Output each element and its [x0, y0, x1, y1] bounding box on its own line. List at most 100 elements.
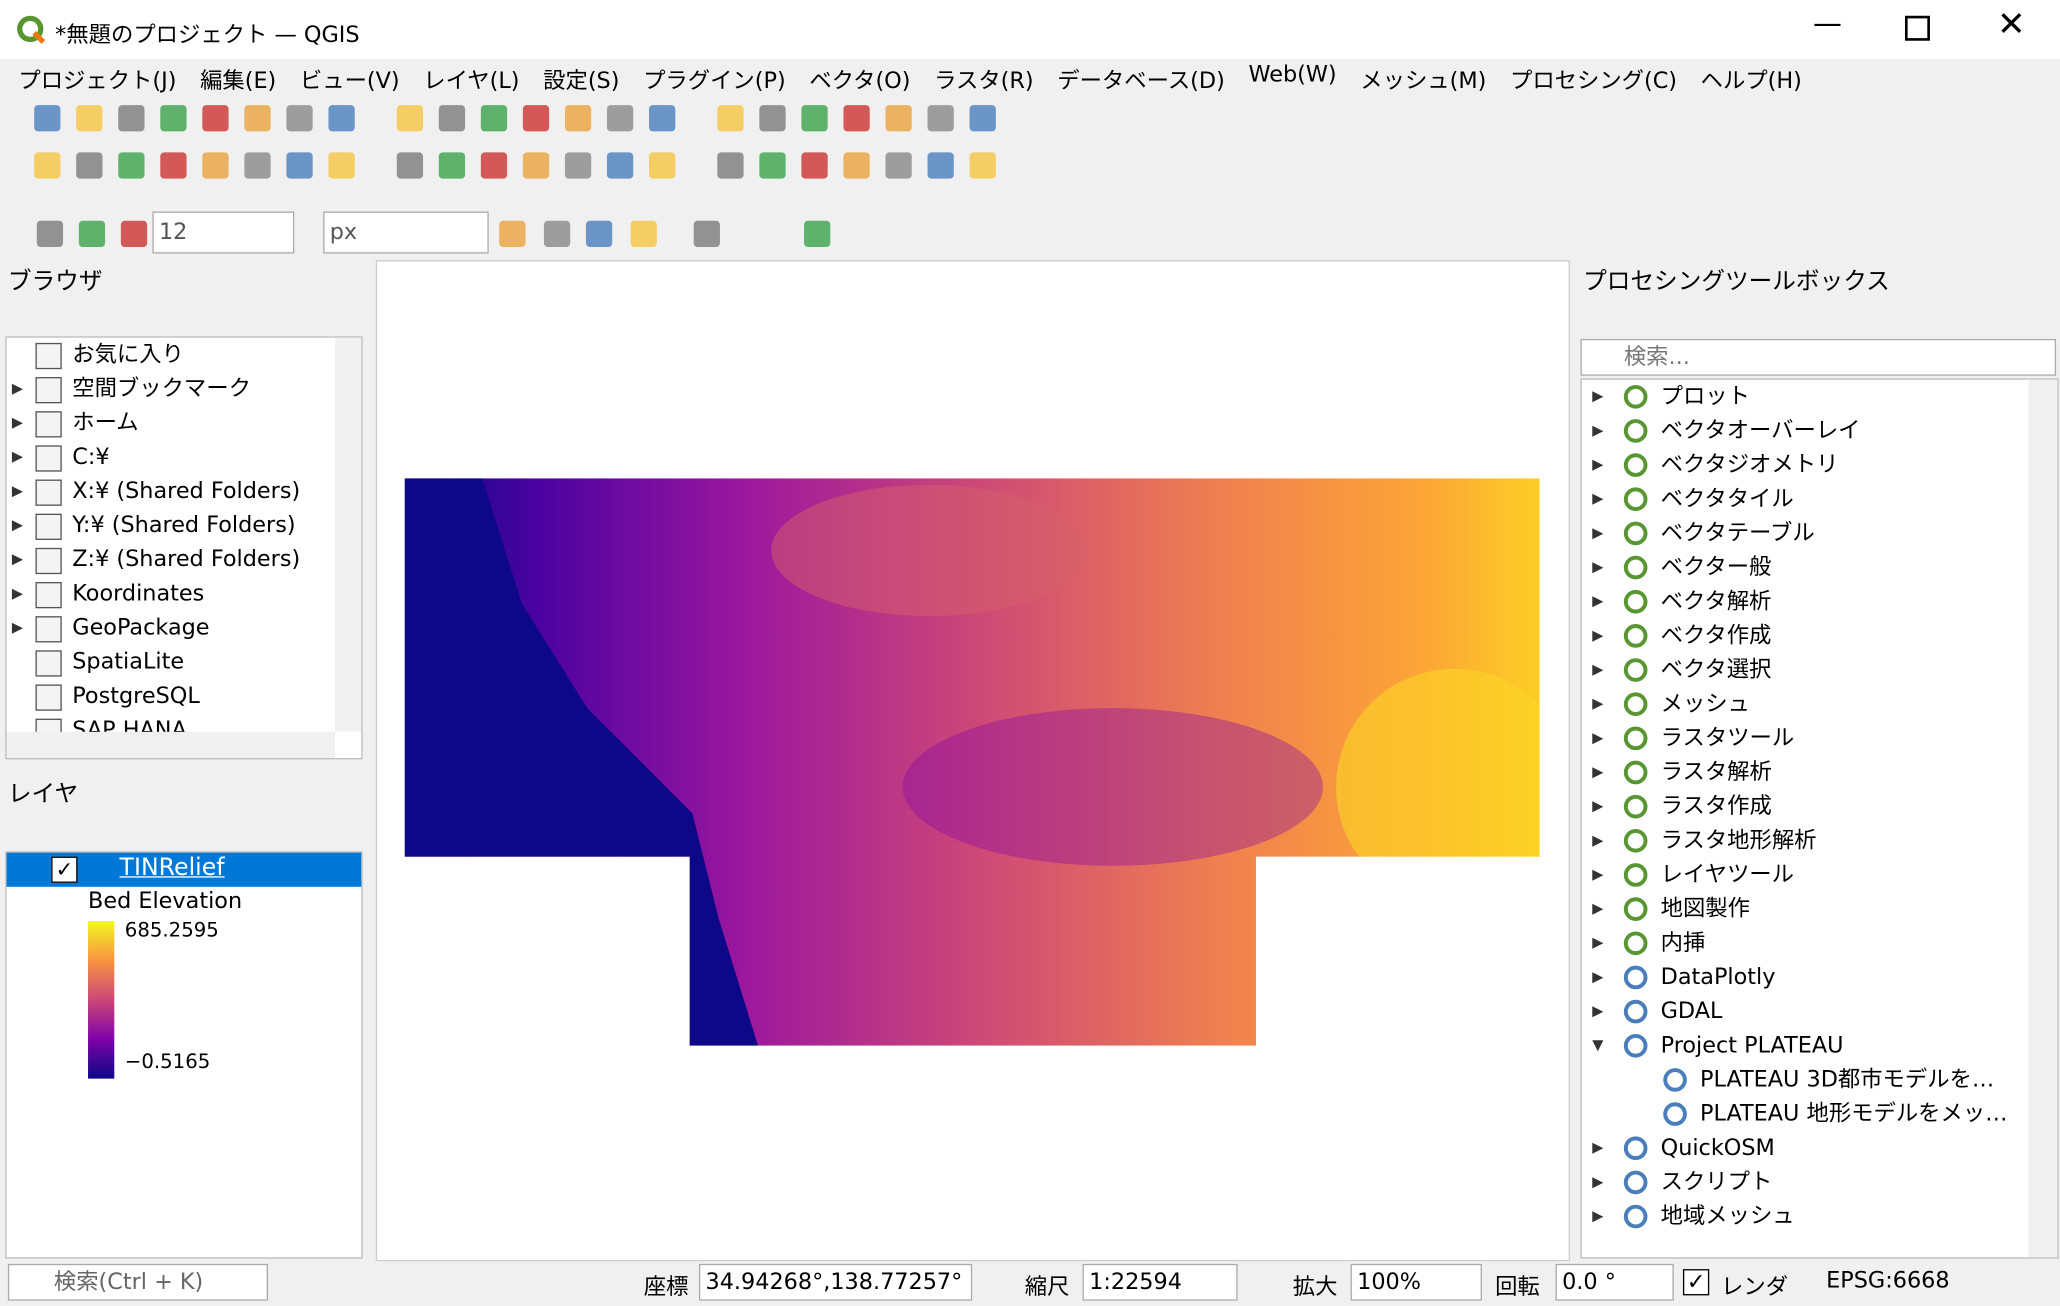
menu-item[interactable]: ベクタ(O): [809, 68, 911, 95]
coord-input[interactable]: 34.94268°,138.77257°: [698, 1263, 973, 1301]
expander[interactable]: ▶: [11, 379, 23, 397]
expander[interactable]: ▶: [11, 413, 23, 431]
item-label[interactable]: Koordinates: [72, 580, 205, 607]
browser-item[interactable]: SpatiaLite: [7, 645, 335, 679]
browser-item[interactable]: PostgreSQL: [7, 679, 335, 713]
toolbar-button[interactable]: [717, 152, 744, 179]
toolbar-button[interactable]: [286, 105, 313, 132]
toolbox-item[interactable]: ▶ スクリプト: [1582, 1165, 2029, 1199]
toolbar-button[interactable]: [160, 105, 187, 132]
browser-item[interactable]: ▶ Koordinates: [7, 577, 335, 611]
expander[interactable]: ▶: [1592, 387, 1604, 405]
unit-select[interactable]: px: [323, 211, 489, 254]
menu-item[interactable]: ヘルプ(H): [1700, 68, 1802, 95]
expander[interactable]: ▶: [1592, 729, 1604, 747]
item-label[interactable]: ベクタ選択: [1660, 656, 1772, 684]
expander[interactable]: ▶: [11, 584, 23, 602]
toolbox-item[interactable]: ▼ Project PLATEAU: [1582, 1029, 2029, 1063]
item-label[interactable]: ベクター般: [1660, 554, 1772, 581]
toolbox-item[interactable]: ▶ ラスタ作成: [1582, 790, 2029, 824]
expander[interactable]: ▶: [1592, 626, 1604, 644]
toolbox-item[interactable]: PLATEAU 3D都市モデルを…: [1582, 1063, 2029, 1097]
toolbar-button[interactable]: [693, 220, 720, 247]
item-label[interactable]: Y:¥ (Shared Folders): [72, 512, 296, 539]
item-label[interactable]: 地域メッシュ: [1660, 1203, 1795, 1230]
item-label[interactable]: ラスタ解析: [1660, 759, 1772, 786]
item-label[interactable]: ホーム: [72, 409, 139, 437]
toolbar-button[interactable]: [34, 152, 61, 179]
toolbar-button[interactable]: [543, 220, 571, 247]
toolbar-button[interactable]: [969, 152, 996, 179]
item-label[interactable]: プロット: [1660, 383, 1750, 410]
toolbar-button[interactable]: [328, 152, 355, 179]
zoom-input[interactable]: 100%: [1350, 1263, 1482, 1301]
toolbar-button[interactable]: [522, 152, 550, 179]
toolbox-item[interactable]: ▶ ラスタ地形解析: [1582, 824, 2029, 858]
toolbar-button[interactable]: [286, 152, 313, 179]
expander[interactable]: ▶: [1592, 660, 1604, 678]
menu-item[interactable]: プロセシング(C): [1509, 68, 1678, 95]
toolbar-button[interactable]: [76, 105, 103, 132]
toolbox-item[interactable]: ▶ ベクタジオメトリ: [1582, 448, 2029, 482]
toolbar-button[interactable]: [927, 152, 954, 179]
toolbar-button[interactable]: [801, 105, 828, 132]
expander[interactable]: ▶: [1592, 763, 1604, 781]
item-label[interactable]: メッシュ: [1660, 691, 1750, 718]
expander[interactable]: ▶: [1592, 934, 1604, 952]
checkbox[interactable]: ✓: [51, 856, 78, 883]
browser-item[interactable]: ▶ X:¥ (Shared Folders): [7, 474, 335, 508]
close[interactable]: ✕: [1996, 5, 2026, 45]
toolbar-button[interactable]: [120, 220, 148, 247]
toolbar-button[interactable]: [244, 152, 271, 179]
item-label[interactable]: お気に入り: [72, 341, 184, 368]
menu-item[interactable]: ラスタ(R): [934, 68, 1034, 95]
toolbar-button[interactable]: [160, 152, 187, 179]
expander[interactable]: ▶: [1592, 1139, 1604, 1157]
render-checkbox[interactable]: ✓: [1682, 1269, 1710, 1296]
item-label[interactable]: レイヤツール: [1660, 861, 1794, 889]
expander[interactable]: ▶: [11, 516, 23, 534]
browser-item[interactable]: ▶ Y:¥ (Shared Folders): [7, 508, 335, 542]
toolbox-item[interactable]: ▶ 内挿: [1582, 926, 2029, 960]
toolbar-button[interactable]: [630, 220, 657, 247]
expander[interactable]: ▶: [1592, 490, 1604, 508]
toolbox-item[interactable]: ▶ レイヤツール: [1582, 858, 2029, 892]
toolbar-button[interactable]: [927, 105, 954, 132]
menu-item[interactable]: プラグイン(P): [643, 68, 786, 95]
item-label[interactable]: GeoPackage: [72, 614, 210, 642]
toolbar-button[interactable]: [36, 220, 64, 247]
toolbar-button[interactable]: [606, 152, 634, 179]
toolbar-button[interactable]: [843, 152, 870, 179]
toolbox-item[interactable]: ▶ ベクタオーバーレイ: [1582, 414, 2029, 448]
expander[interactable]: ▶: [1592, 558, 1604, 576]
menu-item[interactable]: 編集(E): [200, 68, 277, 95]
toolbox-item[interactable]: PLATEAU 地形モデルをメッ…: [1582, 1097, 2029, 1131]
crs[interactable]: EPSG:6668: [1826, 1267, 1950, 1295]
toolbar-button[interactable]: [480, 105, 508, 132]
expander[interactable]: ▶: [1592, 1207, 1604, 1225]
expander[interactable]: ▶: [1592, 694, 1604, 713]
toolbox-item[interactable]: ▶ ベクタタイル: [1582, 482, 2029, 516]
menu-item[interactable]: データベース(D): [1057, 68, 1225, 95]
expander[interactable]: ▶: [1592, 899, 1604, 918]
toolbar-button[interactable]: [843, 105, 870, 132]
toolbar-button[interactable]: [438, 105, 466, 132]
toolbar-button[interactable]: [396, 152, 424, 179]
toolbar-button[interactable]: [202, 105, 229, 132]
item-label[interactable]: ベクタテーブル: [1660, 520, 1815, 547]
toolbar-button[interactable]: [328, 105, 355, 132]
toolbar-button[interactable]: [480, 152, 508, 179]
item-label[interactable]: ベクタ解析: [1660, 588, 1772, 615]
toolbox-item[interactable]: ▶ ラスタツール: [1582, 721, 2029, 755]
expander[interactable]: ▶: [1592, 592, 1604, 610]
toolbox-item[interactable]: ▶ メッシュ: [1582, 687, 2029, 721]
toolbar-button[interactable]: [202, 152, 229, 179]
expander[interactable]: ▶: [11, 618, 23, 636]
toolbar-button[interactable]: [759, 105, 786, 132]
item-label[interactable]: X:¥ (Shared Folders): [72, 478, 301, 505]
toolbar-button[interactable]: [118, 105, 145, 132]
expander[interactable]: ▶: [11, 550, 23, 568]
toolbox-item[interactable]: ▶ QuickOSM: [1582, 1131, 2029, 1165]
map-canvas[interactable]: [375, 260, 1570, 1262]
toolbox-item[interactable]: ▶ ベクタ選択: [1582, 653, 2029, 687]
